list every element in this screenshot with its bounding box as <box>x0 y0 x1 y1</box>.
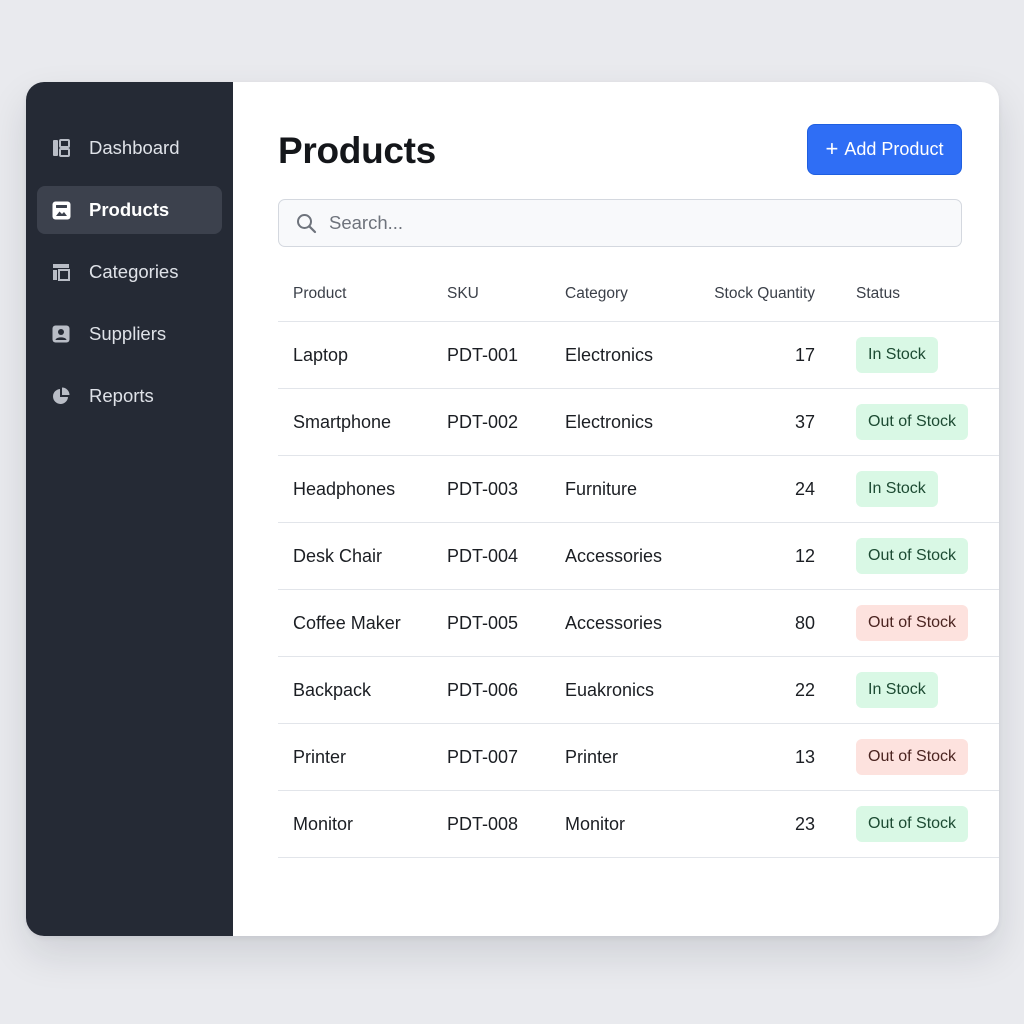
status-badge: Out of Stock <box>856 739 969 775</box>
sku-cell: PDT-006 <box>447 656 565 724</box>
category-cell: Electronics <box>565 321 685 389</box>
sidebar-item-label: Products <box>89 199 170 220</box>
category-cell: Euakronics <box>565 656 685 724</box>
category-cell: Monitor <box>565 790 685 858</box>
product-name-cell: Printer <box>278 723 447 791</box>
sidebar-item-label: Categories <box>89 261 179 282</box>
product-name-cell: Laptop <box>278 321 447 389</box>
status-cell: Out of Stock <box>815 790 999 858</box>
status-cell: In Stock <box>815 321 999 389</box>
category-cell: Accessories <box>565 589 685 657</box>
column-header-stock-quantity[interactable]: Stock Quantity <box>685 267 815 322</box>
search-icon <box>296 212 318 234</box>
stock-quantity-cell: 24 <box>685 455 815 523</box>
product-name-cell: Desk Chair <box>278 522 447 590</box>
main-content: Products + Add Product Product SKU Categ… <box>233 82 999 936</box>
status-cell: Out of Stock <box>815 589 999 657</box>
table-row[interactable]: Monitor PDT-008 Monitor 23 Out of Stock <box>278 790 999 858</box>
status-badge: In Stock <box>856 672 938 708</box>
stock-quantity-cell: 22 <box>685 656 815 724</box>
status-badge: In Stock <box>856 337 938 373</box>
sku-cell: PDT-002 <box>447 388 565 456</box>
plus-icon: + <box>825 135 839 161</box>
status-badge: In Stock <box>856 471 938 507</box>
sidebar-item-suppliers[interactable]: Suppliers <box>37 310 222 358</box>
search-box[interactable] <box>278 199 962 247</box>
sidebar: Dashboard Products Categories <box>26 82 233 936</box>
sidebar-item-categories[interactable]: Categories <box>37 248 222 296</box>
categories-icon <box>51 262 71 282</box>
dashboard-icon <box>51 138 71 158</box>
status-badge: Out of Stock <box>856 538 969 574</box>
sidebar-item-label: Reports <box>89 385 154 406</box>
product-name-cell: Backpack <box>278 656 447 724</box>
stock-quantity-cell: 13 <box>685 723 815 791</box>
stock-quantity-cell: 23 <box>685 790 815 858</box>
app-window: Dashboard Products Categories <box>26 82 999 936</box>
sidebar-item-products[interactable]: Products <box>37 186 222 234</box>
reports-icon <box>51 386 71 406</box>
column-header-product[interactable]: Product <box>278 267 447 322</box>
status-cell: Out of Stock <box>815 522 999 590</box>
sku-cell: PDT-004 <box>447 522 565 590</box>
product-name-cell: Monitor <box>278 790 447 858</box>
sidebar-item-dashboard[interactable]: Dashboard <box>37 124 222 172</box>
status-cell: Out of Stock <box>815 388 999 456</box>
status-badge: Out of Stock <box>856 806 969 842</box>
table-row[interactable]: Backpack PDT-006 Euakronics 22 In Stock <box>278 656 999 724</box>
page-title: Products <box>278 130 436 171</box>
status-cell: Out of Stock <box>815 723 999 791</box>
category-cell: Electronics <box>565 388 685 456</box>
product-name-cell: Coffee Maker <box>278 589 447 657</box>
category-cell: Printer <box>565 723 685 791</box>
product-name-cell: Smartphone <box>278 388 447 456</box>
sku-cell: PDT-005 <box>447 589 565 657</box>
sku-cell: PDT-003 <box>447 455 565 523</box>
suppliers-icon <box>51 324 71 344</box>
product-name-cell: Headphones <box>278 455 447 523</box>
sidebar-item-label: Dashboard <box>89 137 180 158</box>
stock-quantity-cell: 12 <box>685 522 815 590</box>
stock-quantity-cell: 37 <box>685 388 815 456</box>
products-table: Product SKU Category Stock Quantity Stat… <box>278 267 999 858</box>
sku-cell: PDT-001 <box>447 321 565 389</box>
add-product-button[interactable]: + Add Product <box>807 124 962 175</box>
sidebar-item-reports[interactable]: Reports <box>37 372 222 420</box>
stock-quantity-cell: 17 <box>685 321 815 389</box>
status-badge: Out of Stock <box>856 404 969 440</box>
sku-cell: PDT-007 <box>447 723 565 791</box>
status-cell: In Stock <box>815 455 999 523</box>
search-input[interactable] <box>327 211 931 235</box>
stock-quantity-cell: 80 <box>685 589 815 657</box>
table-row[interactable]: Laptop PDT-001 Electronics 17 In Stock <box>278 321 999 389</box>
column-header-sku[interactable]: SKU <box>447 267 565 322</box>
category-cell: Furniture <box>565 455 685 523</box>
table-row[interactable]: Smartphone PDT-002 Electronics 37 Out of Sto… <box>278 388 999 456</box>
table-body: Laptop PDT-001 Electronics 17 In Stock Smartp… <box>278 321 999 858</box>
table-row[interactable]: Headphones PDT-003 Furniture 24 In Stock <box>278 455 999 523</box>
status-badge: Out of Stock <box>856 605 969 641</box>
sku-cell: PDT-008 <box>447 790 565 858</box>
products-icon <box>51 200 71 220</box>
column-header-category[interactable]: Category <box>565 267 685 322</box>
table-row[interactable]: Coffee Maker PDT-005 Accessories 80 Out of S… <box>278 589 999 657</box>
table-row[interactable]: Printer PDT-007 Printer 13 Out of Stock <box>278 723 999 791</box>
table-header-row: Product SKU Category Stock Quantity Stat… <box>278 267 999 322</box>
column-header-status[interactable]: Status <box>815 267 999 322</box>
category-cell: Accessories <box>565 522 685 590</box>
status-cell: In Stock <box>815 656 999 724</box>
sidebar-item-label: Suppliers <box>89 323 167 344</box>
table-row[interactable]: Desk Chair PDT-004 Accessories 12 Out of Sto… <box>278 522 999 590</box>
add-product-label: Add Product <box>844 139 944 159</box>
